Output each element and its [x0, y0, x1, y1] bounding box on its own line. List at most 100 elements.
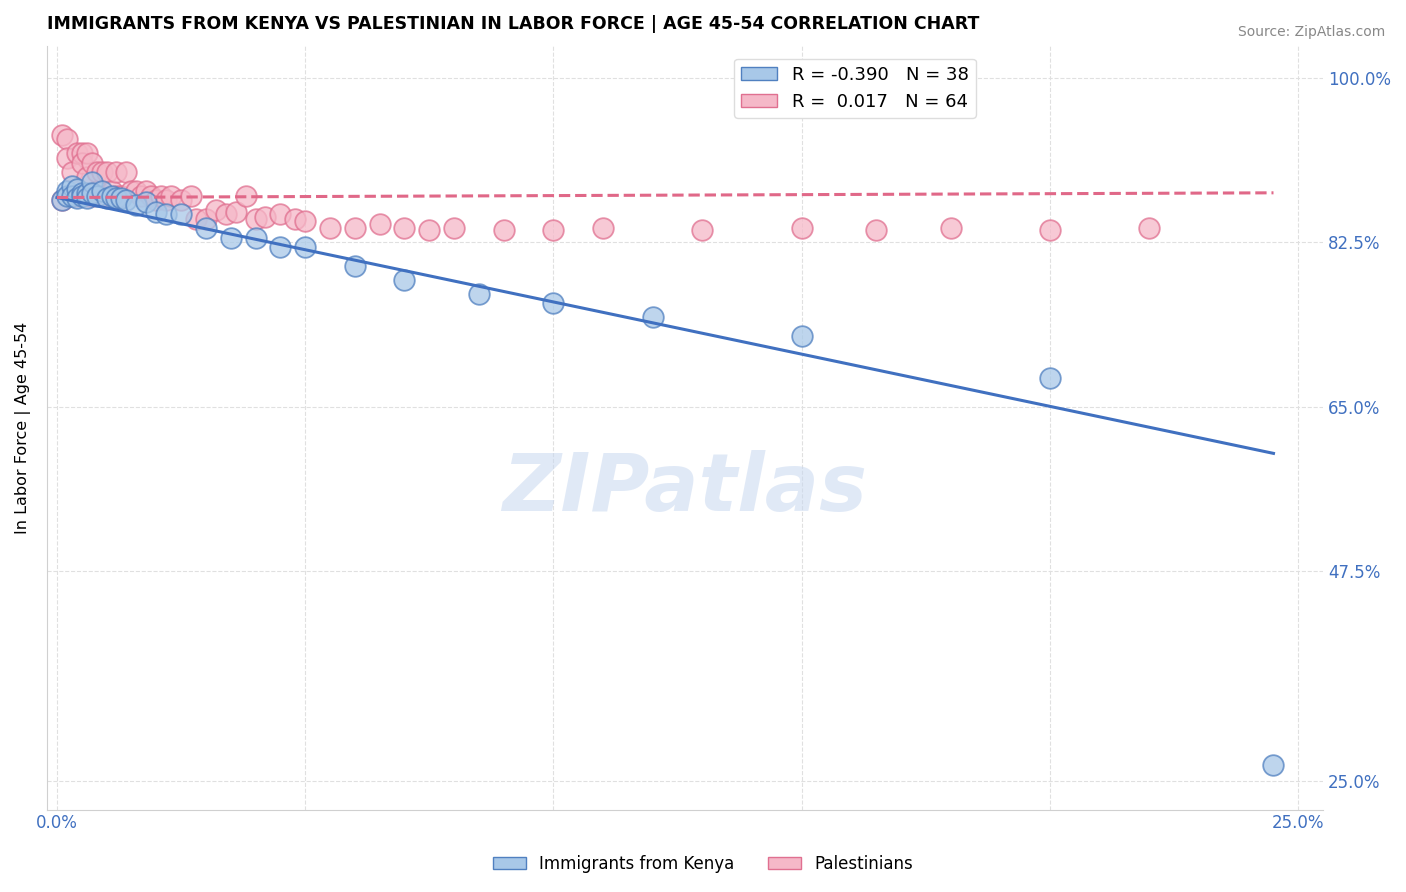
Point: [70, 186, 93, 200]
Point: [66, 188, 89, 202]
Point: [115, 194, 138, 208]
Point: [110, 191, 132, 205]
Point: [76, 191, 98, 205]
Point: [125, 184, 148, 198]
Point: [790, 221, 813, 235]
Point: [155, 194, 177, 208]
Point: [170, 194, 193, 208]
Point: [66, 191, 89, 205]
Point: [120, 184, 142, 198]
Point: [80, 175, 103, 189]
Point: [86, 165, 108, 179]
Y-axis label: In Labor Force | Age 45-54: In Labor Force | Age 45-54: [15, 321, 31, 533]
Point: [76, 169, 98, 184]
Point: [184, 212, 207, 227]
Point: [80, 156, 103, 170]
Point: [294, 240, 316, 254]
Point: [145, 194, 167, 208]
Text: ZIPatlas: ZIPatlas: [502, 450, 868, 528]
Point: [70, 188, 93, 202]
Point: [150, 188, 173, 202]
Point: [56, 132, 79, 146]
Point: [125, 198, 148, 212]
Point: [215, 207, 238, 221]
Point: [56, 151, 79, 165]
Point: [343, 221, 366, 235]
Point: [692, 223, 714, 237]
Point: [394, 221, 416, 235]
Point: [51, 128, 73, 142]
Point: [219, 231, 242, 245]
Point: [135, 184, 157, 198]
Point: [443, 221, 465, 235]
Point: [145, 204, 167, 219]
Point: [294, 214, 316, 228]
Point: [180, 188, 202, 202]
Point: [90, 165, 112, 179]
Point: [790, 329, 813, 343]
Point: [86, 188, 108, 202]
Point: [76, 186, 98, 200]
Point: [1137, 221, 1160, 235]
Point: [160, 188, 183, 202]
Point: [865, 223, 887, 237]
Point: [468, 287, 491, 301]
Point: [86, 184, 108, 198]
Point: [319, 221, 342, 235]
Point: [1263, 757, 1285, 772]
Point: [131, 188, 153, 202]
Point: [641, 310, 664, 325]
Point: [284, 212, 307, 227]
Point: [100, 184, 122, 198]
Point: [343, 259, 366, 273]
Point: [60, 188, 83, 202]
Text: Source: ZipAtlas.com: Source: ZipAtlas.com: [1237, 25, 1385, 39]
Point: [76, 188, 98, 202]
Point: [90, 184, 112, 198]
Point: [96, 188, 118, 202]
Point: [170, 207, 193, 221]
Point: [100, 188, 122, 202]
Point: [394, 273, 416, 287]
Point: [70, 146, 93, 161]
Point: [939, 221, 962, 235]
Point: [194, 212, 217, 227]
Point: [254, 210, 277, 224]
Point: [1039, 223, 1062, 237]
Point: [80, 188, 103, 202]
Point: [115, 165, 138, 179]
Point: [105, 188, 128, 202]
Point: [70, 156, 93, 170]
Point: [155, 207, 177, 221]
Point: [76, 146, 98, 161]
Point: [245, 231, 267, 245]
Point: [543, 296, 565, 310]
Point: [90, 188, 112, 202]
Point: [269, 240, 291, 254]
Text: IMMIGRANTS FROM KENYA VS PALESTINIAN IN LABOR FORCE | AGE 45-54 CORRELATION CHAR: IMMIGRANTS FROM KENYA VS PALESTINIAN IN …: [46, 15, 980, 33]
Point: [60, 165, 83, 179]
Point: [51, 194, 73, 208]
Point: [194, 221, 217, 235]
Legend: R = -0.390   N = 38, R =  0.017   N = 64: R = -0.390 N = 38, R = 0.017 N = 64: [734, 59, 976, 118]
Point: [105, 165, 128, 179]
Point: [80, 186, 103, 200]
Point: [51, 194, 73, 208]
Point: [110, 188, 132, 202]
Point: [70, 188, 93, 202]
Point: [492, 223, 515, 237]
Point: [60, 188, 83, 202]
Point: [1039, 371, 1062, 385]
Point: [66, 146, 89, 161]
Point: [543, 223, 565, 237]
Point: [141, 188, 163, 202]
Point: [56, 184, 79, 198]
Point: [135, 195, 157, 210]
Point: [368, 217, 391, 231]
Point: [60, 179, 83, 194]
Legend: Immigrants from Kenya, Palestinians: Immigrants from Kenya, Palestinians: [486, 848, 920, 880]
Point: [235, 188, 257, 202]
Point: [245, 212, 267, 227]
Point: [105, 191, 128, 205]
Point: [225, 204, 247, 219]
